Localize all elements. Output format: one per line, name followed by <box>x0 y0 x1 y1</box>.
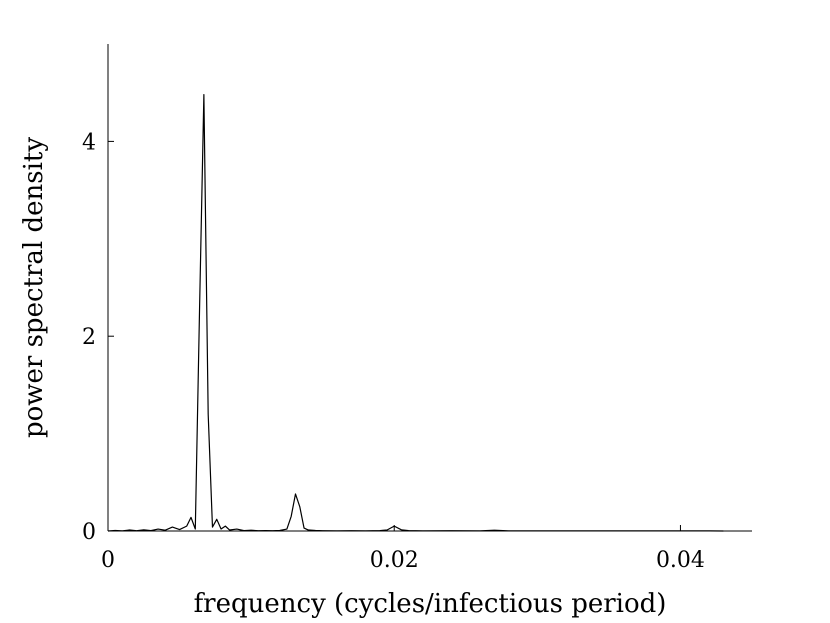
y-tick-label: 2 <box>82 325 96 350</box>
y-tick-label: 0 <box>82 520 96 545</box>
y-tick-label: 4 <box>82 130 96 155</box>
x-axis-title: frequency (cycles/infectious period) <box>194 589 667 619</box>
ticks: 0 0.02 0.04 0 2 4 <box>82 130 705 573</box>
x-tick-label: 0.02 <box>370 548 419 573</box>
x-tick-label: 0 <box>101 548 115 573</box>
x-tick-label: 0.04 <box>656 548 705 573</box>
series-line-0 <box>107 94 724 532</box>
y-axis-title: power spectral density <box>19 137 49 438</box>
plot-area <box>107 94 724 532</box>
